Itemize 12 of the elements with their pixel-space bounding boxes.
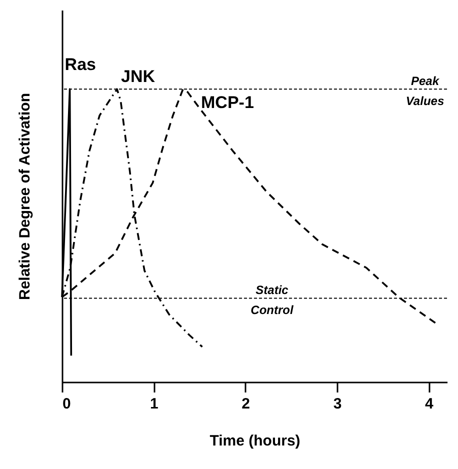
y-axis-title: Relative Degree of Activation xyxy=(16,92,34,300)
series-label: MCP-1 xyxy=(201,93,254,112)
series-label: JNK xyxy=(121,67,156,86)
x-tick-label: 3 xyxy=(333,396,342,412)
ref-line-label: Static Control xyxy=(250,283,294,318)
x-tick-label: 4 xyxy=(424,396,434,412)
x-tick-label: 0 xyxy=(62,396,71,412)
ref-line-label: Peak Values xyxy=(406,74,444,108)
x-axis-title: Time (hours) xyxy=(210,432,300,450)
x-tick-label: 1 xyxy=(150,396,158,412)
x-tick-label: 2 xyxy=(242,396,250,412)
series-label: Ras xyxy=(64,55,96,74)
